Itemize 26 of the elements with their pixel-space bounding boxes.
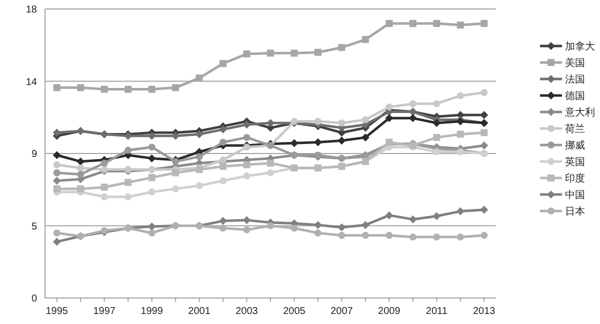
legend-label: 美国 — [565, 57, 585, 69]
legend-label: 印度 — [565, 172, 585, 184]
x-tick-label: 2013 — [473, 306, 496, 317]
x-tick-label: 2005 — [283, 306, 306, 317]
y-tick-label: 14 — [26, 76, 38, 88]
legend-label: 荷兰 — [565, 123, 585, 135]
x-tick-label: 2007 — [330, 306, 354, 317]
x-tick-label: 1995 — [46, 306, 68, 317]
y-tick-label: 0 — [31, 294, 38, 304]
legend-label: 加拿大 — [565, 40, 595, 52]
y-tick-label: 5 — [31, 221, 38, 232]
legend-label: 意大利 — [564, 106, 595, 118]
legend-label: 法国 — [565, 74, 585, 86]
x-tick-label: 2003 — [236, 306, 258, 317]
legend-label: 英国 — [565, 156, 585, 168]
x-tick-label: 2001 — [188, 306, 211, 317]
x-tick-label: 2009 — [378, 306, 401, 317]
x-tick-label: 1999 — [140, 306, 164, 317]
legend-label: 挪威 — [565, 140, 585, 152]
x-tick-label: 1997 — [93, 306, 116, 317]
legend-label: 中国 — [565, 189, 585, 201]
legend-label: 德国 — [565, 91, 585, 102]
y-tick-label: 9 — [31, 149, 38, 160]
legend-label: 日本 — [565, 206, 585, 218]
x-tick-label: 2011 — [426, 306, 448, 317]
y-tick-label: 18 — [26, 4, 38, 16]
